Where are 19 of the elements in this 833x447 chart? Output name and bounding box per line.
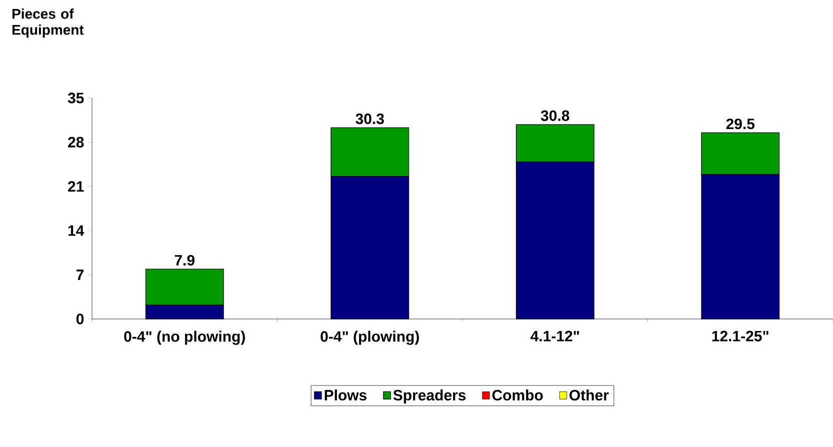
- x-tick-label: 0-4" (plowing): [320, 330, 419, 345]
- y-tick-label: 21: [68, 181, 84, 192]
- total-label: 30.3: [356, 113, 384, 124]
- total-label: 7.9: [174, 254, 194, 266]
- y-tick-label: 14: [68, 225, 84, 236]
- legend-label: Combo: [492, 389, 543, 400]
- y-tick-label: 7: [76, 270, 84, 280]
- y-tick-label: 28: [68, 136, 84, 148]
- y-tick-label: 35: [68, 92, 84, 104]
- y-tick-label: 0: [76, 314, 84, 324]
- x-tick-label: 4.1-12": [530, 330, 579, 342]
- x-tick-label: 0-4" (no plowing): [124, 330, 245, 345]
- x-tick-label: 12.1-25": [712, 330, 768, 342]
- legend-label: Plows: [324, 389, 367, 400]
- y-axis-title: Pieces of Equipment: [12, 8, 84, 38]
- total-label: 30.8: [540, 110, 570, 121]
- total-label: 29.5: [726, 118, 755, 130]
- legend-label: Spreaders: [393, 389, 466, 404]
- legend-label: Other: [570, 389, 609, 400]
